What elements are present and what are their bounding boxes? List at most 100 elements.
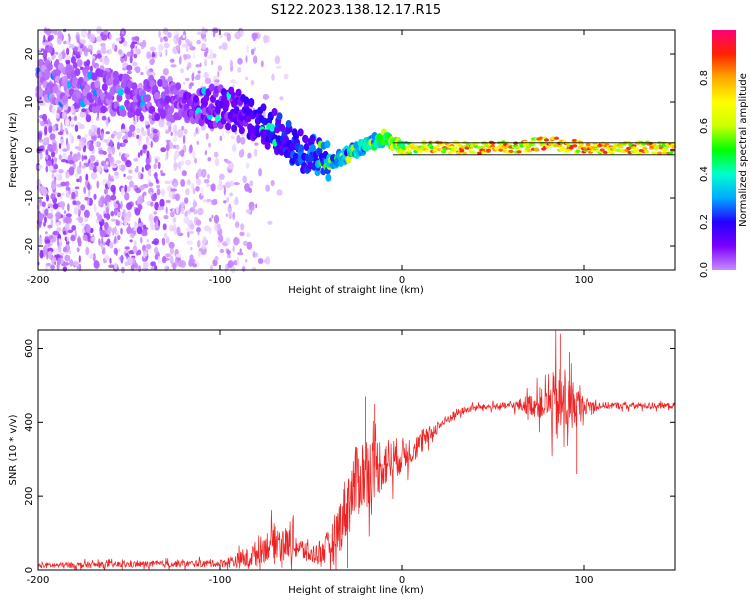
- noise-blob: [45, 239, 51, 244]
- noise-blob: [219, 173, 225, 180]
- ridge-blob: [668, 151, 674, 155]
- noise-blob: [102, 151, 107, 155]
- noise-blob: [44, 208, 49, 216]
- noise-blob: [136, 226, 143, 235]
- noise-blob: [99, 230, 106, 238]
- noise-blob: [148, 168, 152, 177]
- ridge-blob: [271, 108, 278, 116]
- noise-blob: [124, 153, 130, 158]
- noise-blob: [101, 34, 108, 41]
- noise-blob: [133, 133, 137, 137]
- noise-blob: [138, 171, 141, 180]
- ridge-blob: [480, 145, 485, 149]
- noise-blob: [260, 60, 264, 68]
- ridge-blob: [261, 117, 268, 126]
- y-tick-label: 400: [24, 413, 35, 432]
- noise-blob: [195, 186, 200, 192]
- noise-blob: [184, 197, 189, 204]
- noise-blob: [53, 157, 58, 163]
- noise-blob: [95, 219, 99, 224]
- noise-blob: [237, 238, 240, 244]
- colorbar-tick-label: 0.6: [699, 118, 710, 134]
- noise-blob: [182, 34, 186, 39]
- noise-blob: [57, 30, 63, 40]
- noise-blob: [189, 144, 193, 154]
- noise-blob: [96, 53, 102, 59]
- noise-blob: [173, 37, 177, 44]
- ridge-blob: [285, 120, 292, 128]
- noise-blob: [209, 49, 213, 58]
- noise-blob: [203, 179, 210, 184]
- noise-blob: [79, 51, 82, 56]
- noise-blob: [45, 165, 49, 173]
- noise-blob: [45, 262, 52, 266]
- ridge-blob: [599, 148, 605, 152]
- noise-blob: [245, 209, 252, 214]
- noise-blob: [64, 118, 70, 127]
- noise-blob: [192, 187, 196, 195]
- noise-blob: [178, 161, 182, 170]
- spectrogram-x-label: Height of straight line (km): [288, 285, 424, 296]
- noise-blob: [141, 130, 147, 136]
- noise-blob: [145, 243, 152, 250]
- noise-blob: [36, 203, 41, 211]
- noise-blob: [133, 53, 138, 59]
- noise-blob: [79, 137, 85, 143]
- noise-blob: [128, 169, 133, 174]
- ridge-blob: [649, 145, 655, 149]
- ridge-blob: [546, 145, 552, 149]
- noise-blob: [104, 254, 110, 261]
- noise-blob: [191, 72, 195, 82]
- noise-blob: [201, 42, 207, 50]
- noise-blob: [56, 262, 60, 271]
- noise-blob: [274, 55, 281, 65]
- noise-blob: [94, 161, 99, 167]
- noise-blob: [91, 58, 95, 68]
- noise-blob: [71, 191, 76, 200]
- noise-blob: [89, 253, 94, 259]
- ridge-blob: [238, 126, 245, 135]
- noise-blob: [218, 34, 224, 39]
- noise-blob: [105, 131, 110, 135]
- noise-blob: [212, 31, 216, 38]
- ridge-blob: [164, 95, 171, 104]
- noise-blob: [145, 256, 148, 262]
- noise-blob: [175, 44, 181, 51]
- ridge-blob: [228, 86, 235, 95]
- noise-blob: [186, 179, 191, 186]
- ridge-blob: [309, 134, 316, 143]
- noise-blob: [211, 60, 214, 66]
- ridge-blob: [345, 155, 352, 164]
- noise-blob: [70, 56, 76, 64]
- noise-blob: [177, 129, 184, 138]
- noise-blob: [47, 37, 50, 42]
- noise-blob: [152, 134, 159, 143]
- noise-blob: [232, 80, 239, 85]
- noise-blob: [129, 55, 133, 64]
- noise-blob: [210, 183, 216, 192]
- noise-blob: [223, 200, 227, 204]
- noise-blob: [124, 212, 131, 222]
- noise-blob: [55, 211, 62, 220]
- noise-blob: [80, 204, 86, 211]
- noise-blob: [141, 232, 148, 237]
- noise-blob: [152, 128, 158, 134]
- noise-blob: [254, 252, 258, 258]
- ridge-blob: [324, 140, 331, 149]
- noise-blob: [207, 157, 212, 162]
- noise-blob: [160, 172, 166, 177]
- noise-blob: [58, 154, 62, 160]
- noise-blob: [85, 114, 92, 123]
- noise-blob: [58, 169, 64, 174]
- ridge-blob: [201, 107, 208, 116]
- noise-blob: [45, 149, 49, 157]
- noise-blob: [247, 152, 252, 159]
- noise-blob: [168, 32, 171, 38]
- noise-blob: [157, 44, 164, 51]
- ridge-blob: [578, 143, 584, 147]
- noise-blob: [244, 183, 250, 192]
- noise-blob: [230, 135, 235, 140]
- ridge-blob: [116, 94, 123, 102]
- ridge-blob: [44, 68, 51, 77]
- ridge-blob: [644, 150, 650, 154]
